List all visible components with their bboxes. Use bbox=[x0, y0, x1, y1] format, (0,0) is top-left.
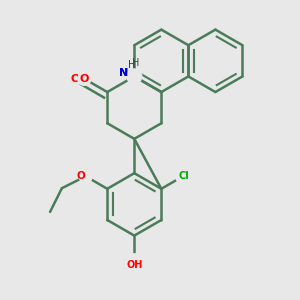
Text: O: O bbox=[71, 74, 80, 84]
Text: O: O bbox=[77, 171, 85, 181]
Circle shape bbox=[176, 167, 193, 184]
Circle shape bbox=[78, 72, 91, 85]
Text: H: H bbox=[128, 59, 135, 70]
Text: OH: OH bbox=[126, 260, 142, 270]
Circle shape bbox=[79, 170, 92, 183]
Text: Cl: Cl bbox=[179, 170, 190, 181]
Text: H: H bbox=[132, 58, 140, 68]
Circle shape bbox=[127, 69, 142, 84]
Text: N: N bbox=[119, 68, 128, 79]
Text: O: O bbox=[80, 74, 89, 84]
Text: N: N bbox=[119, 68, 128, 79]
Circle shape bbox=[126, 254, 142, 270]
